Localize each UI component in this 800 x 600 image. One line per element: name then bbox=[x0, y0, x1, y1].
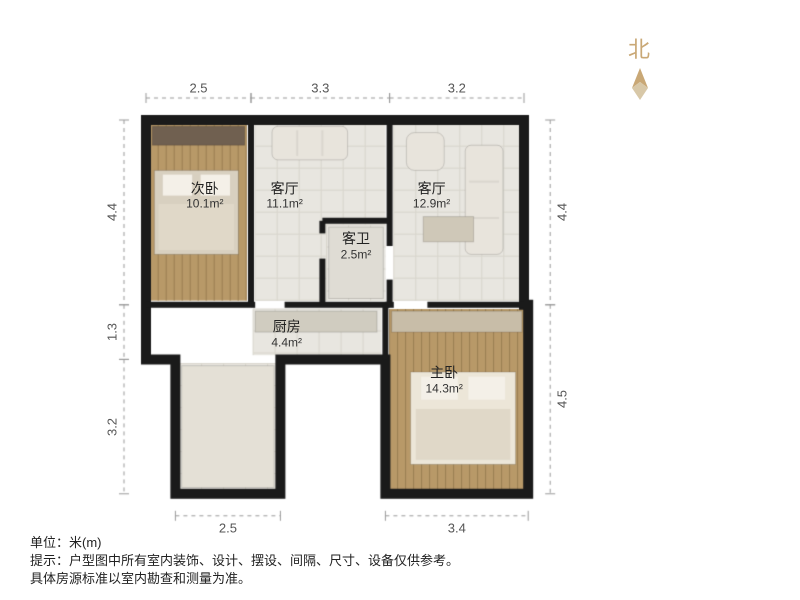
compass-arrow-icon bbox=[622, 66, 658, 102]
floorplan-canvas bbox=[0, 0, 800, 600]
room-name: 主卧 bbox=[426, 365, 463, 382]
room-area: 12.9m² bbox=[413, 197, 450, 211]
dim-label: 4.4 bbox=[105, 203, 120, 221]
room-area: 10.1m² bbox=[186, 197, 223, 211]
footer-unit: 单位：米(m) bbox=[30, 533, 102, 553]
room-label-kw: 客卫2.5m² bbox=[341, 230, 372, 261]
room-label-cf: 厨房4.4m² bbox=[271, 319, 302, 350]
dim-label: 4.4 bbox=[555, 203, 570, 221]
room-area: 4.4m² bbox=[271, 335, 302, 349]
dim-label: 1.3 bbox=[105, 323, 120, 341]
dim-label: 3.4 bbox=[448, 520, 466, 535]
room-name: 客卫 bbox=[341, 230, 372, 247]
room-area: 11.1m² bbox=[266, 197, 302, 211]
dim-label: 3.2 bbox=[448, 81, 466, 96]
room-name: 客厅 bbox=[266, 180, 302, 197]
compass-north: 北 bbox=[622, 32, 658, 102]
dim-label: 4.5 bbox=[555, 390, 570, 408]
room-name: 次卧 bbox=[186, 180, 223, 197]
footer-line1: 提示：户型图中所有室内装饰、设计、摆设、间隔、尺寸、设备仅供参考。 bbox=[30, 551, 459, 571]
room-label-cw: 次卧10.1m² bbox=[186, 180, 223, 211]
dim-label: 3.3 bbox=[311, 81, 329, 96]
room-label-zw: 主卧14.3m² bbox=[426, 365, 463, 396]
compass-label: 北 bbox=[628, 32, 652, 64]
room-area: 14.3m² bbox=[426, 382, 463, 396]
room-label-kt1: 客厅11.1m² bbox=[266, 180, 302, 211]
room-area: 2.5m² bbox=[341, 247, 372, 261]
room-name: 厨房 bbox=[271, 319, 302, 336]
dim-label: 2.5 bbox=[189, 81, 207, 96]
footer-line2: 具体房源标准以室内勘查和测量为准。 bbox=[30, 569, 251, 589]
room-label-kt2: 客厅12.9m² bbox=[413, 180, 450, 211]
dim-label: 3.2 bbox=[105, 418, 120, 436]
dim-label: 2.5 bbox=[219, 520, 237, 535]
room-name: 客厅 bbox=[413, 180, 450, 197]
